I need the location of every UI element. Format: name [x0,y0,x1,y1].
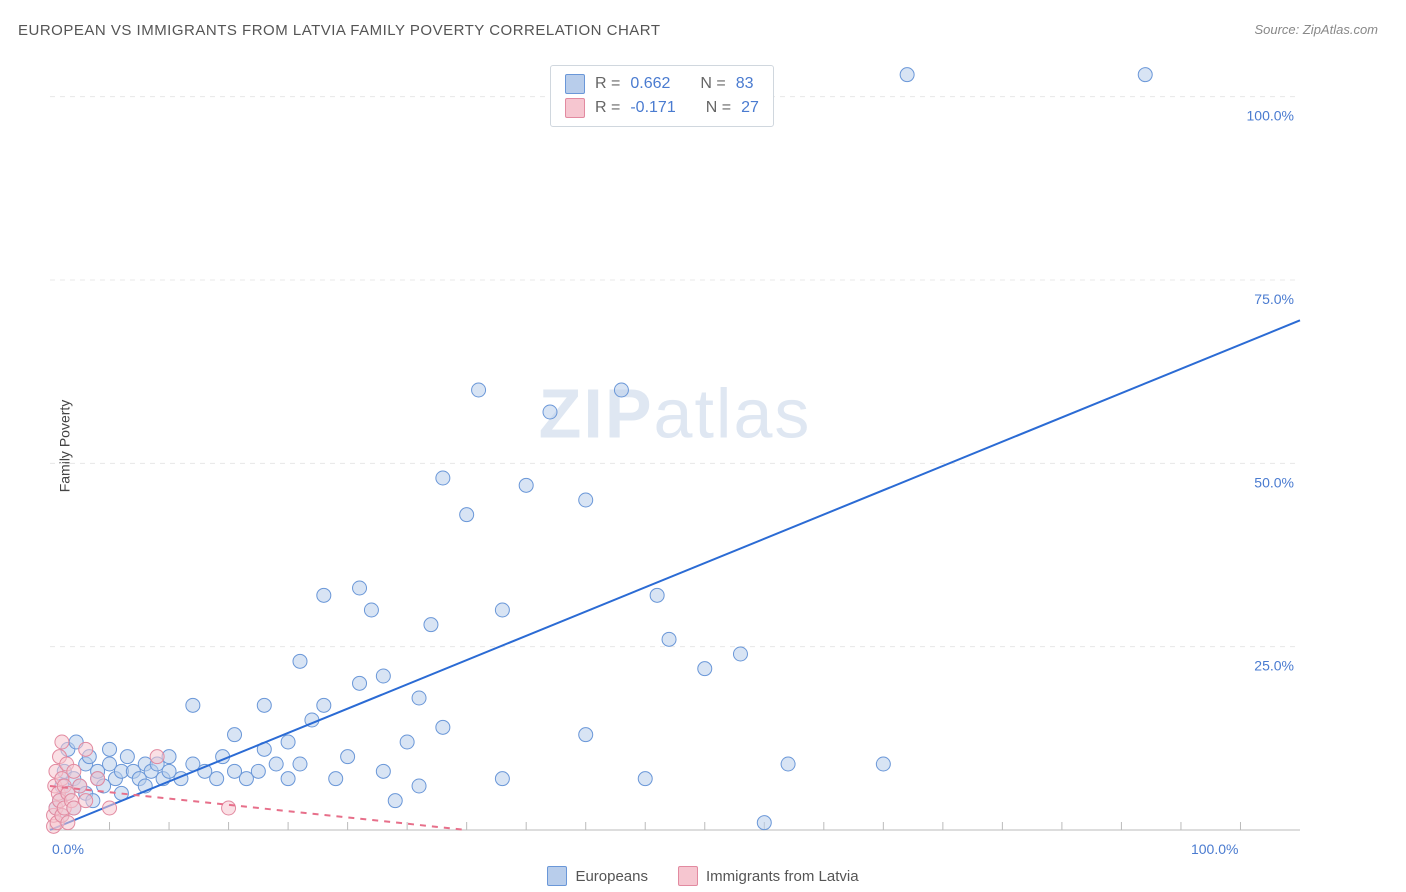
stats-legend-row: R = 0.662 N = 83 [565,72,759,96]
series-legend-item: Europeans [547,866,648,886]
n-label: N = [700,75,725,93]
series-label: Europeans [575,868,648,885]
legend-swatch [547,866,567,886]
svg-text:ZIPatlas: ZIPatlas [539,374,812,452]
legend-swatch [565,74,585,94]
series-legend: Europeans Immigrants from Latvia [0,866,1406,886]
chart-title: EUROPEAN VS IMMIGRANTS FROM LATVIA FAMIL… [18,22,661,39]
legend-swatch [678,866,698,886]
source-attribution: Source: ZipAtlas.com [1254,22,1378,37]
svg-text:25.0%: 25.0% [1254,658,1294,674]
legend-swatch [565,98,585,118]
r-value: -0.171 [630,99,675,117]
n-label: N = [706,99,731,117]
series-label: Immigrants from Latvia [706,868,859,885]
stats-legend: R = 0.662 N = 83 R = -0.171 N = 27 [550,65,774,127]
svg-text:0.0%: 0.0% [52,841,84,857]
r-label: R = [595,99,620,117]
scatter-plot: ZIPatlas25.0%50.0%75.0%100.0%0.0%100.0% [50,60,1300,830]
stats-legend-row: R = -0.171 N = 27 [565,96,759,120]
svg-text:100.0%: 100.0% [1247,108,1294,124]
svg-text:50.0%: 50.0% [1254,474,1294,490]
r-value: 0.662 [630,75,670,93]
svg-text:75.0%: 75.0% [1254,291,1294,307]
series-legend-item: Immigrants from Latvia [678,866,859,886]
chart-svg: ZIPatlas25.0%50.0%75.0%100.0%0.0%100.0% [50,60,1300,830]
svg-text:100.0%: 100.0% [1191,841,1238,857]
r-label: R = [595,75,620,93]
n-value: 27 [741,99,759,117]
n-value: 83 [736,75,754,93]
